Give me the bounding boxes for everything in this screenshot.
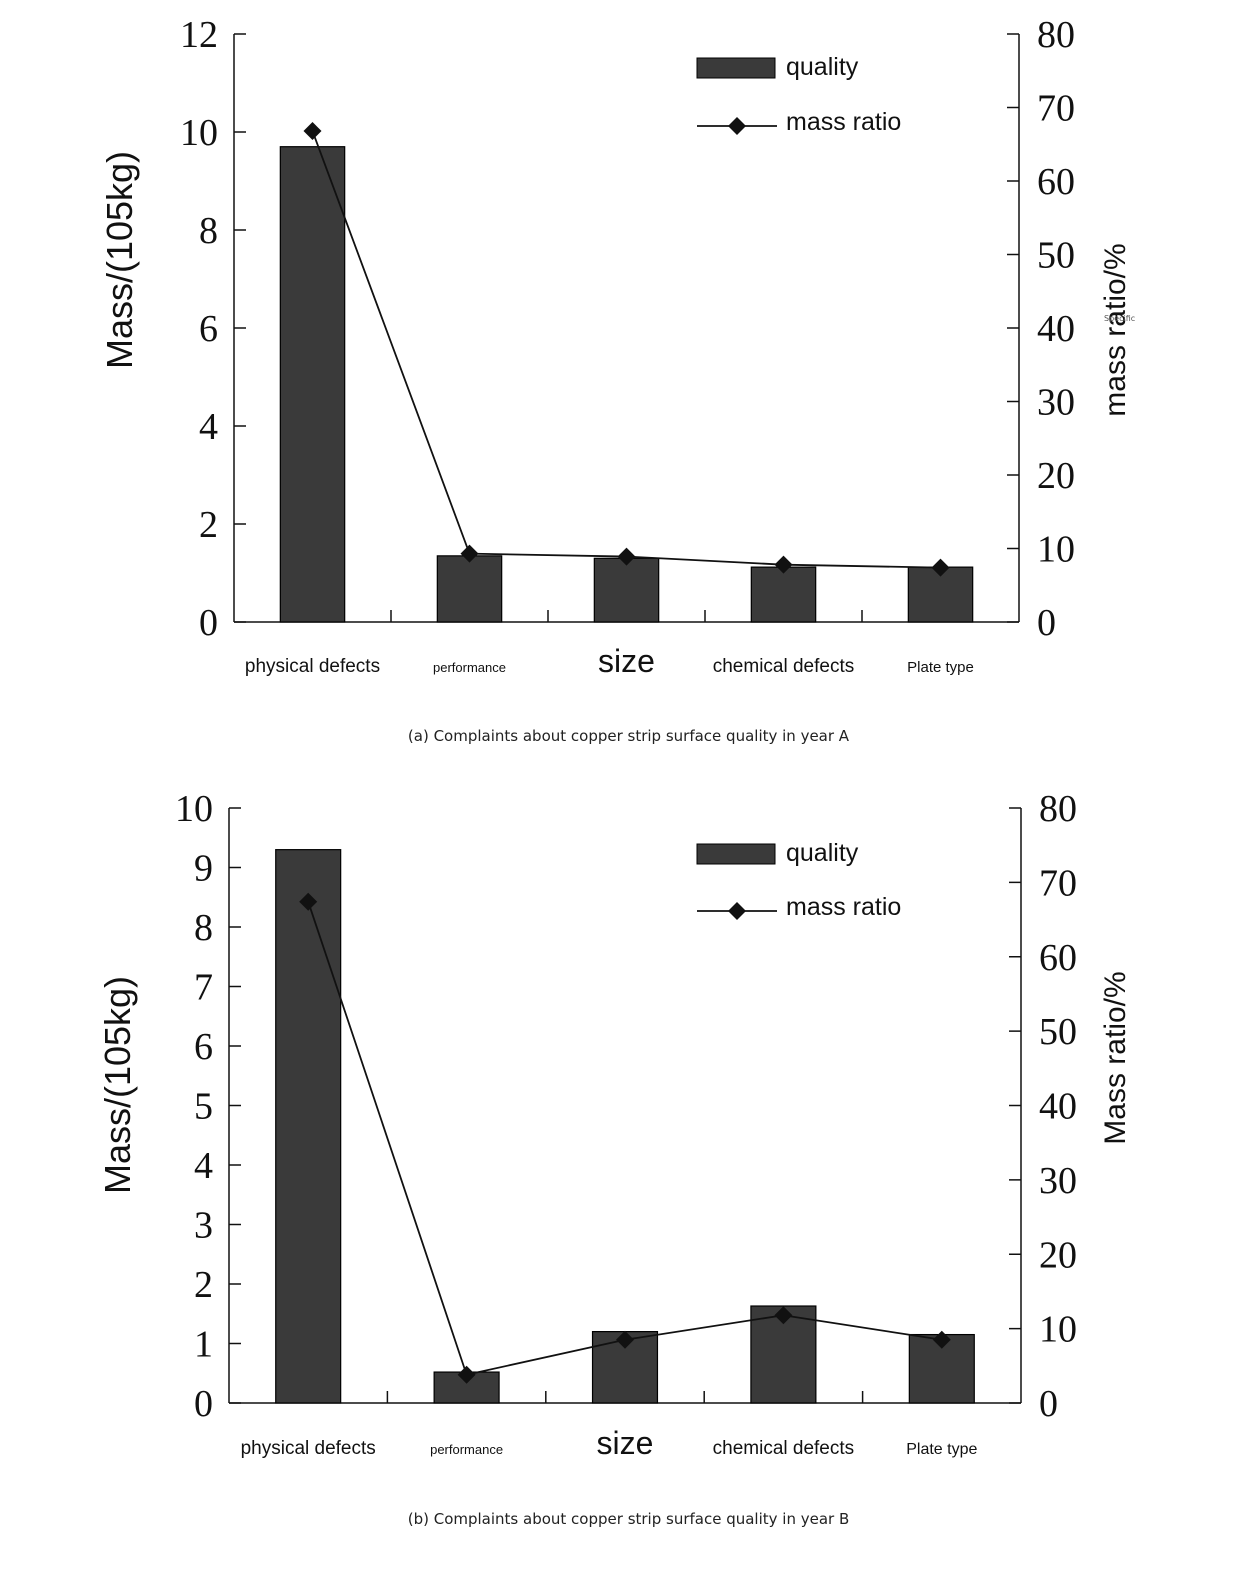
y-tick-label-left: 8	[194, 907, 213, 949]
ratio-point	[303, 122, 322, 141]
ratio-point	[617, 547, 636, 566]
y-tick-label-right: 50	[1037, 235, 1075, 277]
y-axis-label-left: Mass/(105kg)	[97, 976, 138, 1194]
y-tick-label-right: 30	[1037, 382, 1075, 424]
legend-label-ratio: mass ratio	[786, 108, 901, 136]
category-label: physical defects	[245, 656, 380, 677]
chart-b-caption: (b) Complaints about copper strip surfac…	[407, 1510, 850, 1528]
y-tick-label-right: 60	[1039, 937, 1077, 979]
category-label: chemical defects	[713, 1438, 855, 1459]
y-tick-label-left: 2	[194, 1264, 213, 1306]
y-tick-label-right: 70	[1039, 862, 1077, 904]
legend-label-quality: quality	[786, 839, 859, 867]
bar	[436, 555, 503, 623]
y-tick-label-left: 0	[199, 602, 218, 644]
y-tick-label-right: 40	[1037, 308, 1075, 350]
y-tick-label-right: 20	[1039, 1234, 1077, 1276]
y-tick-label-right: 20	[1037, 455, 1075, 497]
chart-a-caption: (a) Complaints about copper strip surfac…	[407, 727, 850, 745]
y-tick-label-right: 0	[1039, 1383, 1058, 1425]
y-tick-label-left: 2	[199, 504, 218, 546]
ratio-point	[457, 1365, 476, 1384]
y-tick-label-left: 5	[194, 1086, 213, 1128]
ratio-point	[774, 555, 793, 574]
y-tick-label-left: 10	[175, 788, 213, 830]
ratio-point	[932, 1330, 951, 1349]
legend-marker	[728, 902, 746, 920]
chart-a-svg: 0 2 4 6 8 10 12 0 10 20 30 40 50 60 70 80 physical defec…	[99, 14, 1132, 679]
ratio-line	[311, 130, 941, 569]
bar	[279, 146, 346, 623]
y-tick-label-right: 10	[1037, 529, 1075, 571]
category-label: performance	[433, 660, 506, 675]
category-label: size	[598, 643, 655, 679]
y-axis-label-right: Mass ratio/%	[1099, 971, 1132, 1144]
y-tick-label-left: 8	[199, 210, 218, 252]
y-tick-label-right: 60	[1037, 161, 1075, 203]
category-label: chemical defects	[713, 656, 855, 677]
category-label: Plate type	[906, 1441, 977, 1458]
legend-label-quality: quality	[786, 53, 859, 81]
y-tick-label-right: 30	[1039, 1160, 1077, 1202]
ratio-point	[931, 558, 950, 577]
ratio-line	[307, 901, 942, 1376]
legend-label-ratio: mass ratio	[786, 893, 901, 921]
y-tick-label-left: 7	[194, 967, 213, 1009]
y-tick-label-left: 6	[199, 308, 218, 350]
y-tick-label-left: 1	[194, 1324, 213, 1366]
chart-panel-a: 0 2 4 6 8 10 12 0 10 20 30 40 50 60 70 80 physical defec…	[0, 0, 1257, 780]
y-tick-label-right: 70	[1037, 88, 1075, 130]
category-label: Plate type	[907, 659, 974, 676]
legend-swatch-bar	[696, 57, 776, 79]
y-tick-label-right: 10	[1039, 1309, 1077, 1351]
ratio-point	[460, 544, 479, 563]
y-tick-label-left: 6	[194, 1026, 213, 1068]
y-tick-label-left: 3	[194, 1205, 213, 1247]
ratio-point	[299, 892, 318, 911]
category-label: physical defects	[241, 1438, 376, 1459]
y-tick-label-right: 80	[1039, 788, 1077, 830]
stray-label: Specific	[1104, 314, 1136, 323]
category-label: performance	[430, 1442, 503, 1457]
chart-panel-b: 0 1 2 3 4 5 6 7 8 9 10 0 10 20 30 40 50 60 70 80 physical de…	[0, 780, 1257, 1588]
y-tick-label-left: 9	[194, 848, 213, 890]
category-label: size	[597, 1425, 654, 1461]
y-axis-label-left: Mass/(105kg)	[99, 151, 140, 369]
y-tick-label-left: 12	[180, 14, 218, 56]
legend-swatch-bar	[696, 843, 776, 865]
bar	[275, 849, 342, 1404]
y-tick-label-right: 40	[1039, 1086, 1077, 1128]
y-axis-label-right: mass ratio/%	[1099, 243, 1132, 416]
ratio-point	[616, 1330, 634, 1349]
bar	[750, 566, 817, 623]
bar	[593, 557, 660, 623]
ratio-point	[774, 1306, 793, 1325]
legend-marker	[728, 117, 746, 135]
chart-b-svg: 0 1 2 3 4 5 6 7 8 9 10 0 10 20 30 40 50 60 70 80 physical de…	[97, 788, 1132, 1461]
y-tick-label-right: 50	[1039, 1011, 1077, 1053]
y-tick-label-left: 4	[194, 1145, 213, 1187]
y-tick-label-left: 0	[194, 1383, 213, 1425]
y-tick-label-left: 10	[180, 112, 218, 154]
y-tick-label-right: 80	[1037, 14, 1075, 56]
y-tick-label-left: 4	[199, 406, 218, 448]
y-tick-label-right: 0	[1037, 602, 1056, 644]
